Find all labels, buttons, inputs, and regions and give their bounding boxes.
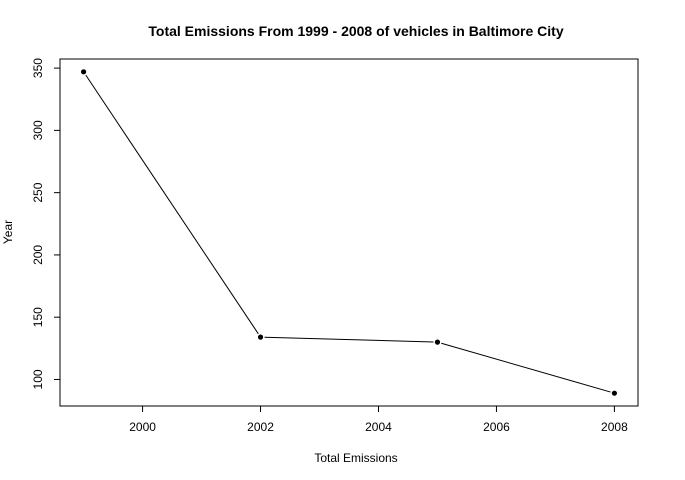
data-point — [434, 339, 441, 345]
y-tick-label: 300 — [31, 120, 45, 140]
y-tick-label: 100 — [31, 369, 45, 389]
x-tick-label: 2000 — [129, 420, 156, 434]
x-tick-label: 2006 — [483, 420, 510, 434]
x-tick-label: 2002 — [247, 420, 274, 434]
y-tick-label: 200 — [31, 245, 45, 265]
y-tick-label: 150 — [31, 307, 45, 327]
chart-title: Total Emissions From 1999 - 2008 of vehi… — [148, 23, 563, 39]
data-point — [611, 390, 618, 396]
series-line-segment — [441, 342, 611, 393]
x-axis: 2000 2002 2004 2006 2008 — [129, 406, 628, 434]
y-axis-label: Year — [1, 220, 15, 244]
x-axis-label: Total Emissions — [314, 451, 397, 465]
series-line-segment — [264, 336, 434, 343]
y-tick-label: 250 — [31, 182, 45, 202]
data-point — [257, 334, 264, 340]
x-tick-label: 2008 — [601, 420, 628, 434]
y-tick-label: 350 — [31, 58, 45, 78]
x-tick-label: 2004 — [365, 420, 392, 434]
series — [80, 69, 618, 396]
data-point — [80, 69, 87, 75]
y-axis: 100 150 200 250 300 350 — [31, 58, 60, 389]
plot-frame — [59, 58, 639, 407]
series-line-segment — [85, 74, 259, 335]
